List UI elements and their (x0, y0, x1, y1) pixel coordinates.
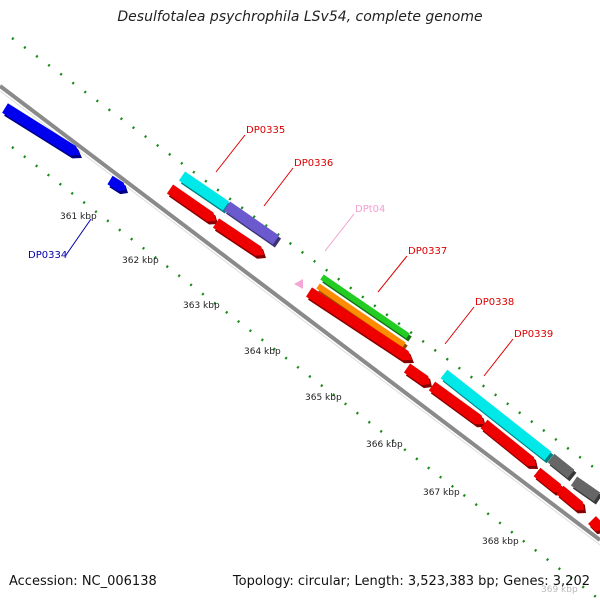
gene-label-DPt04: DPt04 (355, 204, 385, 215)
cds-DP0338 (428, 381, 484, 425)
leader-DP0334 (65, 218, 92, 256)
leader-DP0335 (215, 134, 246, 173)
outer-tick-track (11, 36, 600, 474)
gene-label-DP0337: DP0337 (408, 246, 447, 257)
cog-DP0335 (178, 171, 230, 211)
leader-DPt04 (324, 213, 355, 252)
cds-DP0334 (2, 103, 81, 156)
cog-DP0338 (440, 369, 552, 461)
cog-DP0337-orange (316, 283, 406, 348)
tick-label-368-kbp: 368 kbp (482, 537, 519, 547)
map-title: Desulfotalea psychrophila LSv54, complet… (117, 9, 483, 25)
tick-label-367-kbp: 367 kbp (423, 488, 460, 498)
tick-label-364-kbp: 364 kbp (244, 347, 281, 357)
tick-label-366-kbp: 366 kbp (366, 440, 403, 450)
cog-gray-1 (547, 453, 575, 479)
genome-backbone-highlight (0, 90, 600, 546)
accession-text: Accession: NC_006138 (9, 574, 157, 589)
leader-DP0338 (444, 306, 475, 345)
tick-label-369-kbp: 369 kbp (541, 585, 578, 595)
cog-DP0336 (223, 201, 280, 245)
cds-red-edge (588, 516, 600, 532)
gene-label-DP0339: DP0339 (514, 329, 553, 340)
genome-backbone (0, 84, 600, 542)
leader-DP0337 (377, 255, 408, 293)
cds-small-red (403, 363, 430, 386)
tick-label-363-kbp: 363 kbp (183, 301, 220, 311)
cds-DP0335 (166, 184, 216, 222)
cds-red-next-2 (556, 485, 584, 511)
gene-label-DP0334: DP0334 (28, 250, 67, 261)
cds-DP0339 (480, 419, 536, 466)
gene-label-DP0336: DP0336 (294, 158, 333, 169)
leader-DP0336 (263, 167, 294, 207)
cds-small-blue (107, 175, 126, 192)
tick-label-361-kbp: 361 kbp (60, 212, 97, 222)
topology-text: Topology: circular; Length: 3,523,383 bp… (232, 574, 590, 589)
tick-label-365-kbp: 365 kbp (305, 393, 342, 403)
cds-DP0336 (212, 218, 264, 256)
gene-label-DP0335: DP0335 (246, 125, 285, 136)
inner-tick-track (11, 146, 600, 600)
cog-DP0337-green (320, 274, 410, 339)
cds-DP0337 (306, 287, 412, 361)
cds-red-next-1 (533, 467, 562, 493)
cog-gray-2 (570, 476, 600, 502)
leader-DP0339 (483, 338, 514, 377)
trna-DPt04 (294, 279, 303, 289)
gene-label-DP0338: DP0338 (475, 297, 514, 308)
tick-label-362-kbp: 362 kbp (122, 256, 159, 266)
